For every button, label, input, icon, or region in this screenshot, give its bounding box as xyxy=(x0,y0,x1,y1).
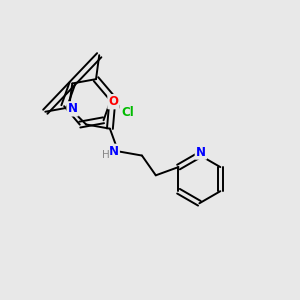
Text: N: N xyxy=(68,102,78,116)
Text: H: H xyxy=(102,150,110,160)
Text: Cl: Cl xyxy=(121,106,134,119)
Text: O: O xyxy=(109,95,118,108)
Text: N: N xyxy=(196,146,206,158)
Text: N: N xyxy=(109,145,119,158)
